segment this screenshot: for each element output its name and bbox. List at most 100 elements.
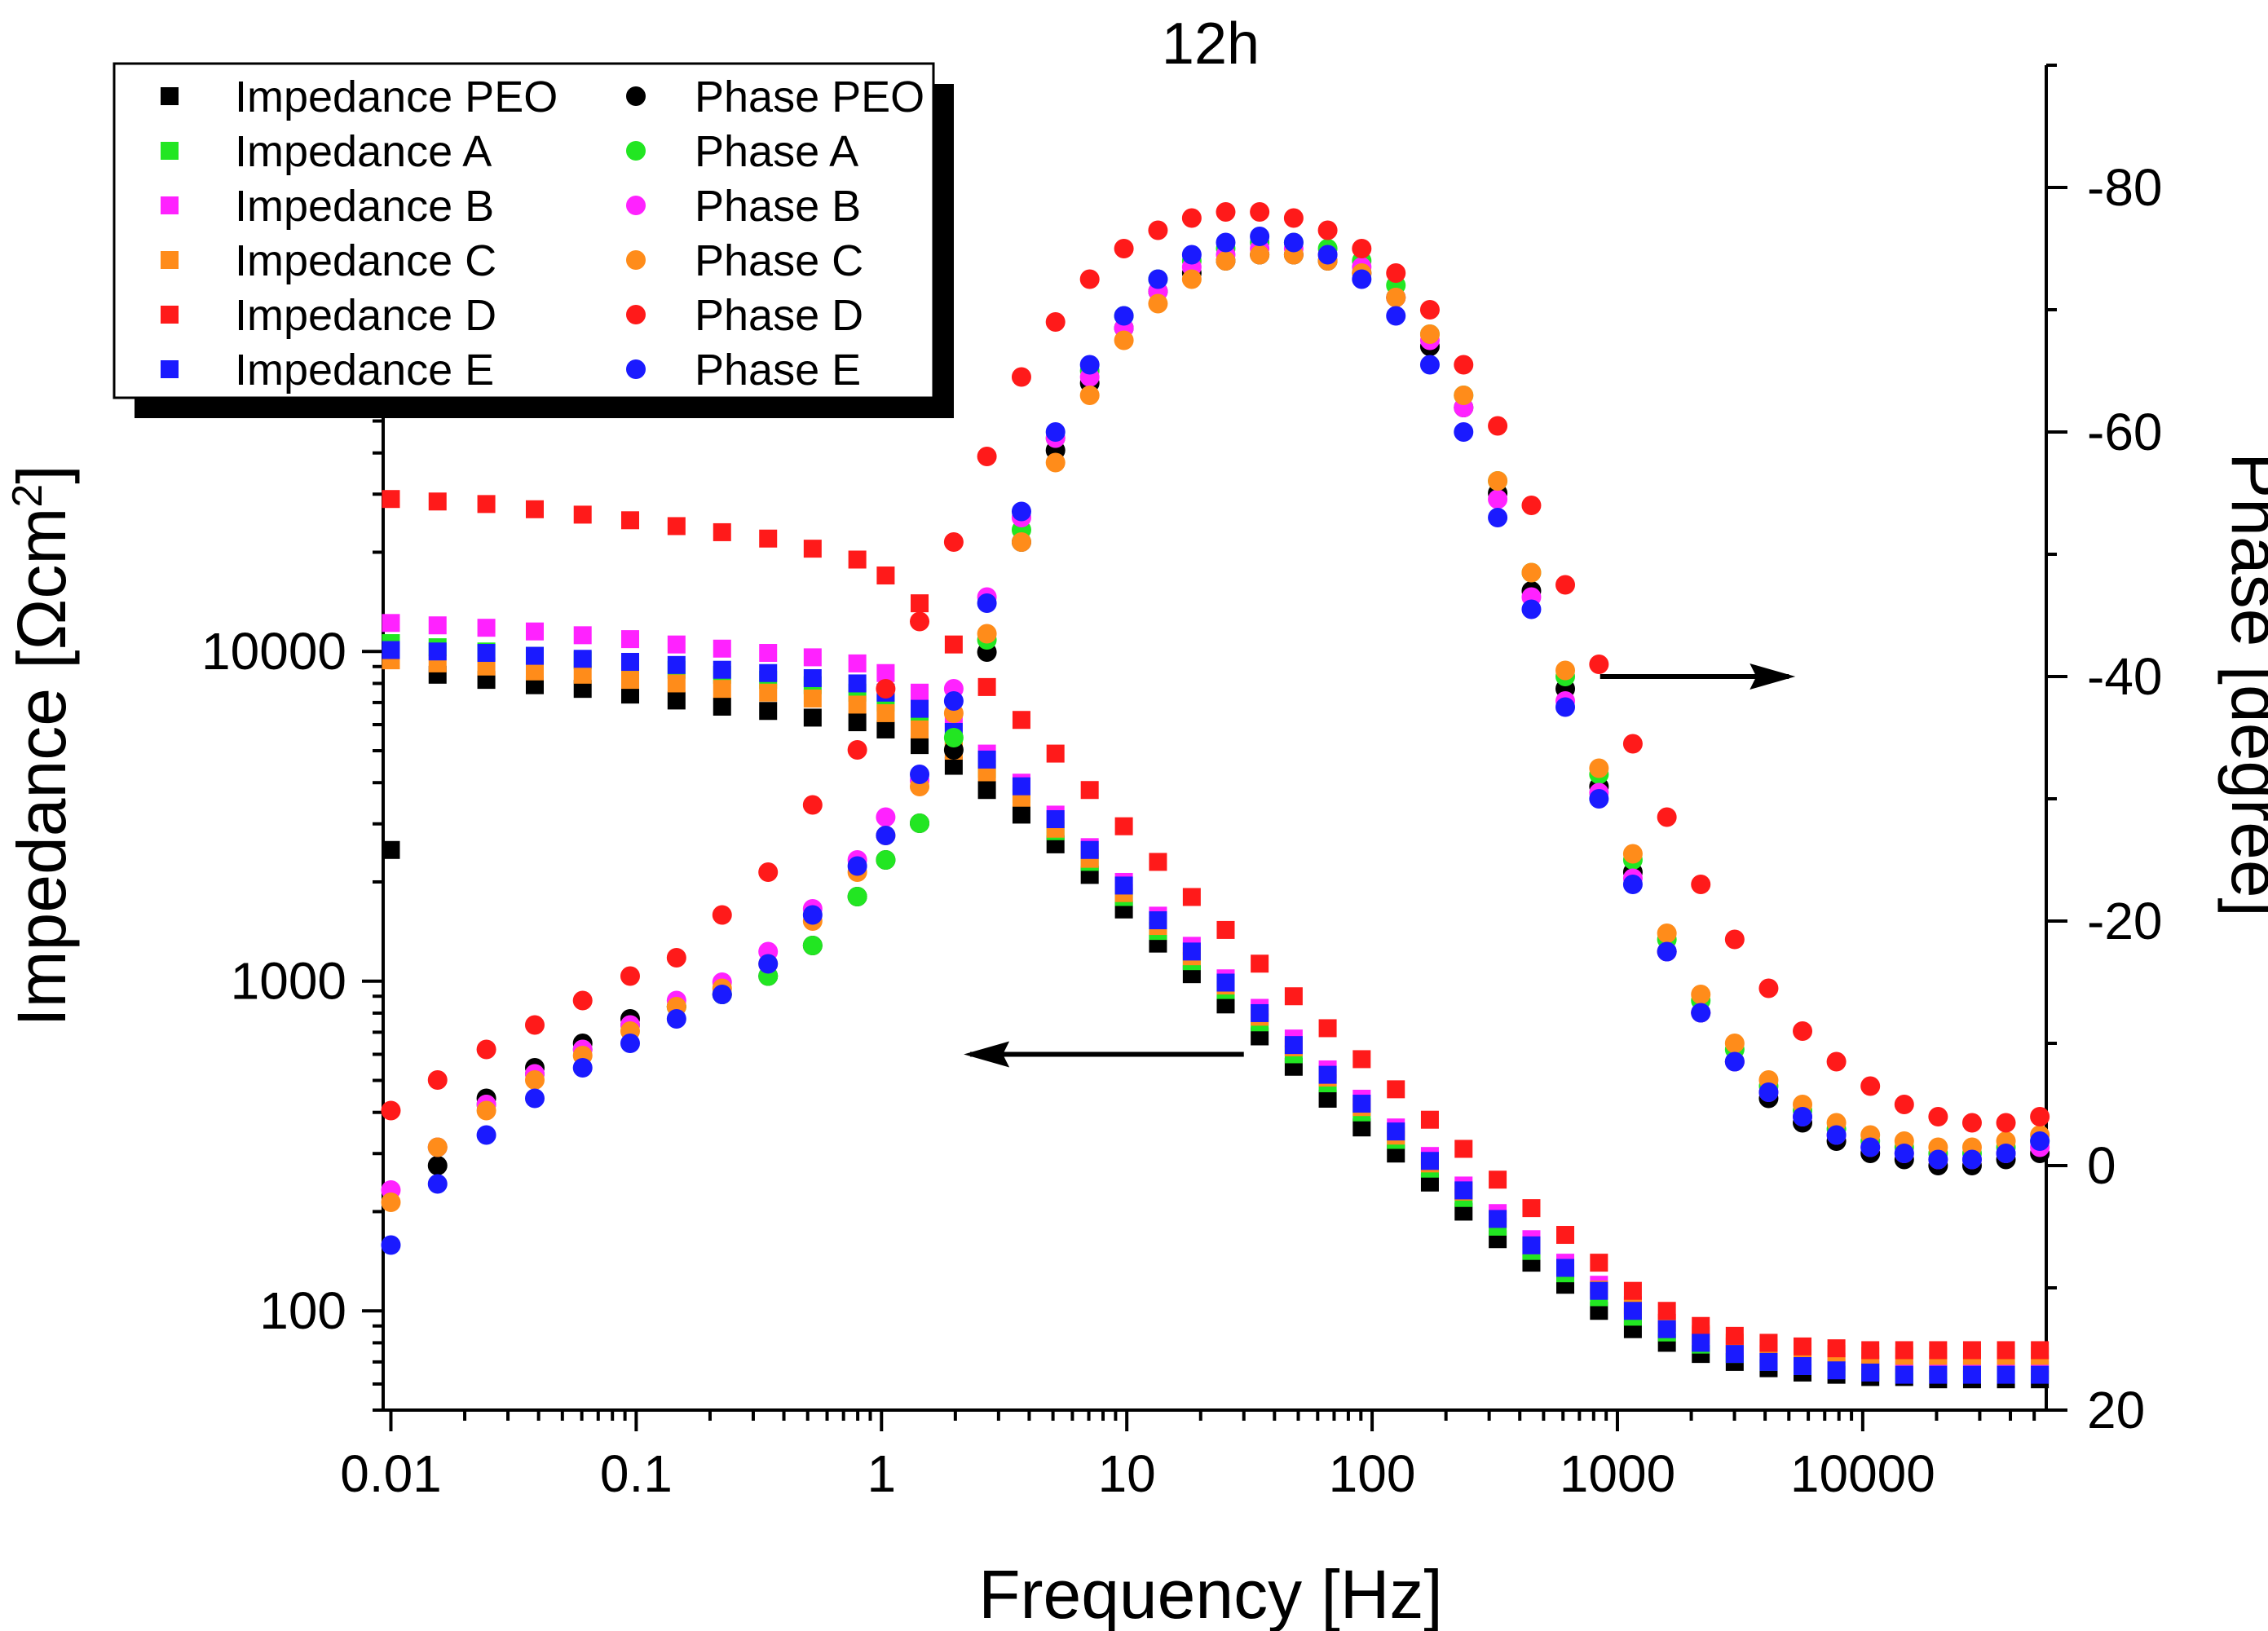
data-point <box>1521 562 1542 583</box>
legend-marker <box>626 250 646 270</box>
data-point <box>1521 496 1542 515</box>
data-point <box>572 990 593 1011</box>
data-point <box>1420 1173 1439 1192</box>
data-point <box>876 807 896 827</box>
data-point <box>1352 1095 1371 1113</box>
data-point <box>803 708 822 727</box>
data-point <box>1114 817 1133 835</box>
data-point <box>1657 1320 1676 1338</box>
data-point <box>620 1034 640 1053</box>
data-point <box>1250 202 1270 222</box>
data-point <box>524 1015 545 1035</box>
data-point <box>1079 386 1100 405</box>
series-impedance-d <box>382 490 2050 1360</box>
data-point <box>944 756 963 775</box>
data-point <box>477 495 496 514</box>
y2-tick-label: -20 <box>2087 892 2163 950</box>
data-point <box>477 644 496 663</box>
legend-label: Phase PEO <box>695 73 924 121</box>
data-point <box>1045 452 1066 473</box>
data-point <box>1114 330 1134 350</box>
data-point <box>1488 416 1508 436</box>
legend-label: Impedance PEO <box>235 73 558 121</box>
data-point <box>1114 306 1134 326</box>
data-point <box>848 713 867 732</box>
data-point <box>1318 1019 1337 1038</box>
data-point <box>1352 239 1372 258</box>
data-point <box>977 677 996 696</box>
data-point <box>1318 1089 1337 1108</box>
data-point <box>1182 942 1201 961</box>
data-point <box>1522 1199 1541 1218</box>
data-point <box>1793 1021 1813 1041</box>
data-point <box>382 840 400 859</box>
data-point <box>573 650 592 668</box>
data-point <box>1724 1051 1745 1072</box>
data-point <box>1961 1149 1982 1170</box>
data-point <box>525 662 544 681</box>
data-point <box>802 936 823 955</box>
data-point <box>1623 1302 1642 1320</box>
x-tick-label: 0.1 <box>600 1444 673 1503</box>
data-point <box>803 668 822 687</box>
data-point <box>1046 809 1065 828</box>
data-point <box>620 511 639 530</box>
data-point <box>1148 269 1168 289</box>
legend-entry-impedance-d: Impedance D <box>161 291 496 340</box>
data-point <box>1555 575 1576 595</box>
data-point <box>803 648 822 667</box>
data-point <box>1283 232 1304 253</box>
data-point <box>1012 777 1030 796</box>
data-point <box>1284 987 1303 1006</box>
data-point <box>1590 1254 1608 1272</box>
data-point <box>1011 532 1031 552</box>
data-point <box>1386 288 1406 307</box>
series-phase-d <box>381 202 2050 1133</box>
y-axis-label-superscript: 2 <box>4 484 51 508</box>
data-point <box>427 1156 448 1175</box>
data-point <box>943 691 964 711</box>
data-point <box>759 683 778 702</box>
data-point <box>1623 1281 1642 1300</box>
data-point <box>1387 1144 1405 1163</box>
data-point <box>1046 744 1065 763</box>
data-point <box>1555 697 1576 717</box>
y-tick-label: 1000 <box>231 952 346 1011</box>
data-point <box>382 490 400 509</box>
data-point <box>1182 888 1201 906</box>
data-point <box>1454 1202 1473 1221</box>
data-point <box>803 540 822 558</box>
data-point <box>847 856 867 876</box>
data-point <box>427 1137 448 1157</box>
data-point <box>1895 1365 1913 1384</box>
x-tick-label: 100 <box>1329 1444 1416 1503</box>
legend-label: Phase A <box>695 127 858 176</box>
y-tick-label: 10000 <box>201 622 346 681</box>
legend-entry-impedance-c: Impedance C <box>161 236 496 285</box>
data-point <box>1011 501 1031 522</box>
data-point <box>1962 1365 1981 1384</box>
data-point <box>620 685 639 704</box>
data-point <box>1488 508 1508 527</box>
data-point <box>1996 1113 2016 1133</box>
data-point <box>1928 1107 1948 1126</box>
y2-tick-label: -80 <box>2087 158 2163 217</box>
data-point <box>525 676 544 694</box>
data-point <box>667 635 686 654</box>
x-tick-label: 1000 <box>1560 1444 1675 1503</box>
data-point <box>1555 660 1576 681</box>
data-point <box>1488 489 1508 509</box>
legend-label: Phase C <box>695 236 863 285</box>
legend-entry-phase-peo: Phase PEO <box>626 73 924 121</box>
data-point <box>1079 355 1100 375</box>
data-point <box>524 1070 545 1090</box>
data-point <box>1962 1341 1981 1360</box>
data-point <box>759 663 778 682</box>
data-point <box>427 1174 448 1194</box>
data-point <box>1489 1170 1507 1189</box>
data-point <box>713 639 731 658</box>
legend-entry-impedance-e: Impedance E <box>161 346 494 395</box>
legend-entry-phase-c: Phase C <box>626 236 863 285</box>
y-axis-label-text: Impedance [Ωcm <box>3 508 80 1027</box>
